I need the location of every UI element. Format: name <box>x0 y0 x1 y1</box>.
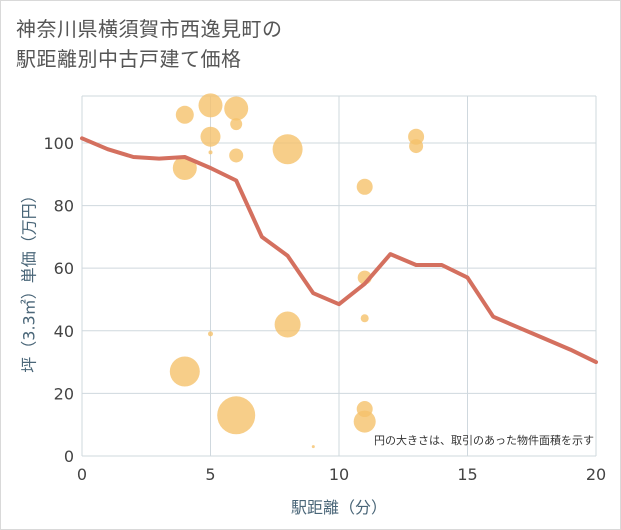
chart-title-line-1: 神奈川県横須賀市西逸見町の <box>16 17 283 41</box>
y-tick-label-2: 40 <box>54 322 74 341</box>
y-tick-label-3: 60 <box>54 259 74 278</box>
x-tick-label-4: 20 <box>586 465 606 484</box>
bubble-point-2 <box>169 356 200 387</box>
bubble-point-18 <box>353 410 376 433</box>
x-tick-label-1: 5 <box>205 465 215 484</box>
y-tick-label-5: 100 <box>43 134 74 153</box>
bubble-point-0 <box>175 105 194 124</box>
chart-title: 神奈川県横須賀市西逸見町の 駅距離別中古戸建て価格 <box>16 14 283 74</box>
x-axis-label: 駅距離（分） <box>291 498 387 517</box>
bubble-point-5 <box>208 150 213 155</box>
grid-lines <box>81 95 597 457</box>
trend-line <box>80 136 598 365</box>
bubble-point-12 <box>274 311 301 338</box>
bubble-point-11 <box>272 134 303 165</box>
bubble-point-16 <box>360 314 369 323</box>
bubble-point-8 <box>230 118 243 131</box>
bubble-point-10 <box>217 396 256 435</box>
bubble-series <box>169 93 425 449</box>
y-tick-label-4: 80 <box>54 197 74 216</box>
tick-labels: 0 5 10 15 20 0 20 40 60 80 100 <box>43 134 606 484</box>
bubble-point-4 <box>200 126 221 147</box>
bubble-point-7 <box>224 96 249 121</box>
bubble-point-1 <box>172 156 197 180</box>
y-axis-label: 坪（3.3㎡）単価（万円） <box>20 187 39 372</box>
bubble-point-6 <box>208 331 213 337</box>
bubble-point-13 <box>311 445 315 449</box>
x-tick-label-2: 10 <box>329 465 349 484</box>
trend-series <box>80 136 598 365</box>
x-tick-label-3: 15 <box>457 465 477 484</box>
bubble-point-20 <box>409 139 424 154</box>
y-tick-label-1: 20 <box>54 384 74 403</box>
bubble-point-14 <box>356 178 373 195</box>
y-tick-label-0: 0 <box>64 447 74 466</box>
bubble-point-9 <box>229 148 244 163</box>
size-note: 円の大きさは、取引のあった物件面積を示す <box>374 433 594 447</box>
x-tick-label-0: 0 <box>77 465 87 484</box>
chart-title-line-2: 駅距離別中古戸建て価格 <box>16 47 242 71</box>
bubble-point-3 <box>198 93 223 118</box>
